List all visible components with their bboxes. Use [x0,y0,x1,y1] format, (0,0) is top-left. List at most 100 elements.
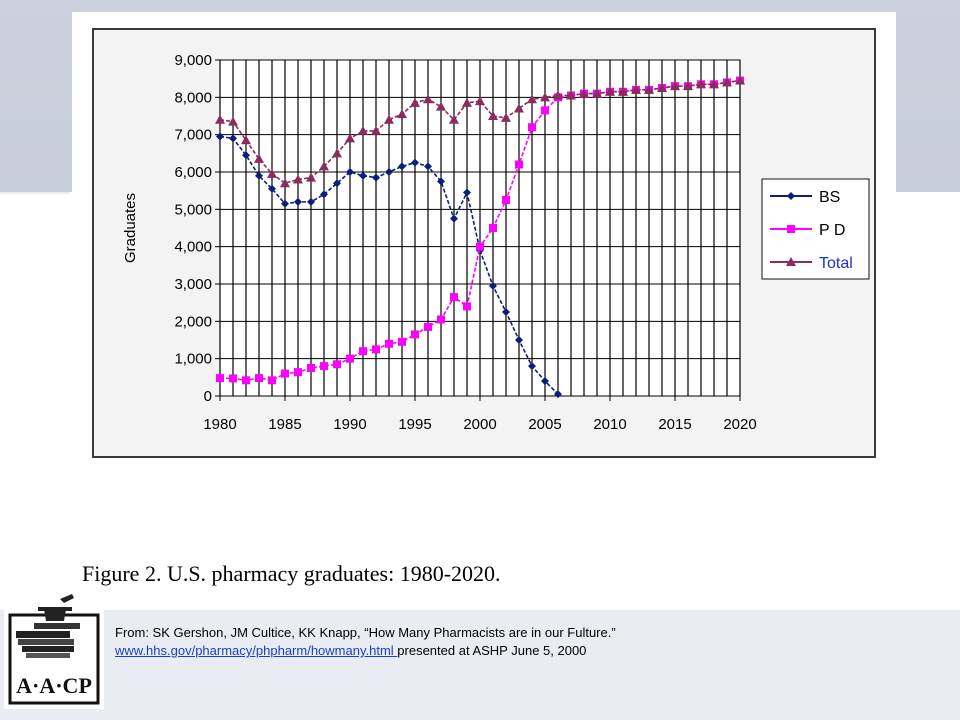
legend-marker-pd [787,225,795,233]
y-axis-title: Graduates [122,193,139,263]
data-point-total [436,101,446,111]
data-point-pd [242,376,250,385]
data-point-bs [502,308,510,316]
mortar-pestle-books-icon [16,594,80,658]
aacp-logo: A·A·CP [4,593,104,709]
y-tick-label: 6,000 [174,164,212,181]
data-point-total [397,109,407,119]
data-point-pd [216,374,224,383]
data-point-pd [424,322,432,331]
data-point-total [618,86,628,96]
data-point-pd [437,315,445,324]
data-point-total [501,112,511,122]
data-point-pd [515,160,523,169]
data-point-total [553,90,563,100]
series-bs [216,132,562,399]
data-point-total [514,103,524,113]
data-point-total [293,174,303,184]
data-point-bs [463,188,471,197]
data-point-bs [359,171,367,180]
data-point-pd [281,369,289,378]
data-point-pd [411,330,419,339]
data-point-pd [502,196,510,204]
data-point-bs [385,168,393,176]
data-point-bs [398,162,406,171]
data-point-total [371,125,381,135]
data-point-total [657,83,667,92]
y-tick-label: 7,000 [174,127,212,144]
data-point-pd [489,224,497,232]
data-point-total [540,92,550,102]
data-point-total [280,178,290,188]
data-point-bs [541,377,549,386]
data-point-total [241,135,251,145]
data-point-pd [372,345,380,354]
data-point-total [423,94,433,104]
logo-text: A·A·CP [16,673,92,698]
grid [219,59,741,397]
x-tick-label: 2005 [528,416,561,433]
data-point-pd [541,106,549,115]
legend: BS P D Total [761,178,870,280]
source-credit-row: www.hhs.gov/pharmacy/phpharm/howmany.htm… [115,643,586,658]
data-point-total [527,94,537,104]
y-tick-label: 9,000 [174,52,212,69]
data-point-total [592,88,602,98]
y-tick-label: 5,000 [174,201,212,218]
x-tick-label: 2010 [593,416,626,433]
y-tick-label: 8,000 [174,89,212,106]
series-line-total [219,79,741,185]
y-tick-label: 2,000 [174,313,212,330]
data-point-total [566,90,576,100]
data-point-bs [268,184,276,193]
data-point-total [358,125,368,135]
data-point-total [605,86,615,96]
data-point-total [332,148,342,158]
y-tick-label: 4,000 [174,239,212,256]
data-point-bs [437,177,445,186]
data-point-total [696,79,706,89]
header-rule [0,192,70,194]
source-link[interactable]: www.hhs.gov/pharmacy/phpharm/howmany.htm… [115,643,398,658]
data-point-pd [268,376,276,385]
x-tick-label: 2015 [658,416,691,433]
data-point-total [228,116,238,126]
data-point-total [475,96,485,106]
data-point-bs [281,199,289,208]
figure-caption: Figure 2. U.S. pharmacy graduates: 1980-… [82,561,501,586]
data-point-total [735,75,745,85]
data-point-total [319,161,329,171]
y-tick-label: 0 [204,388,212,405]
data-point-pd [229,374,237,383]
data-point-bs [229,134,237,143]
legend-label-bs: BS [819,189,840,206]
data-point-bs [554,390,562,399]
x-tick-label: 1995 [398,416,431,433]
data-point-pd [463,302,471,311]
x-tick-label: 1990 [333,416,366,433]
data-point-total [267,168,277,178]
data-point-pd [528,123,536,132]
presentation-note: presented at ASHP June 5, 2000 [397,643,587,658]
data-point-bs [320,190,328,199]
series-total [215,75,745,188]
data-point-total [449,114,459,124]
axes: 0 1,000 2,000 3,000 4,000 5,000 6,000 7,000 8,00… [174,52,756,433]
x-tick-label: 2000 [463,416,496,433]
data-point-pd [255,374,263,383]
data-point-total [670,81,680,91]
data-point-total [306,172,316,182]
data-point-pd [476,242,484,251]
legend-label-pd: P D [819,222,845,239]
data-point-bs [216,132,224,141]
data-point-pd [294,368,302,377]
data-point-bs [242,151,250,160]
data-point-bs [346,168,354,176]
data-point-pd [398,337,406,346]
data-point-total [683,81,693,91]
data-point-pd [385,339,393,348]
data-point-bs [450,214,458,223]
y-tick-label: 3,000 [174,276,212,293]
data-point-pd [346,354,354,363]
data-point-bs [489,281,497,290]
